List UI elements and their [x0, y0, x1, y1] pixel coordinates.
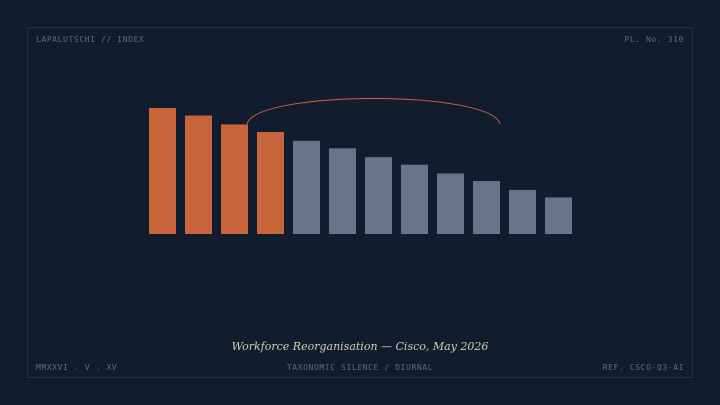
bar-8	[401, 164, 428, 234]
bar-10	[473, 181, 500, 234]
bar-11	[509, 189, 536, 234]
bar-4	[257, 131, 284, 234]
chart-title: Workforce Reorganisation — Cisco, May 20…	[231, 340, 489, 353]
header-left-label: LAPALUTSCHI // INDEX	[36, 35, 145, 44]
annotation-arc	[246, 97, 501, 125]
bar-5	[293, 140, 320, 234]
bar-7	[365, 157, 392, 234]
bar-9	[437, 173, 464, 234]
header-plate-number: PL. No. 310	[624, 35, 684, 44]
bar-6	[329, 148, 356, 234]
bar-2	[185, 115, 212, 234]
footer-date: MMXXVI . V . XV	[36, 363, 118, 372]
bar-1	[149, 108, 176, 234]
footer-reference: REF. CSCO-Q3-AI	[602, 363, 684, 372]
bar-3	[221, 124, 248, 234]
bar-12	[545, 197, 572, 234]
footer-center-label: TAXONOMIC SILENCE / DIURNAL	[286, 363, 434, 372]
plate-frame	[27, 27, 693, 378]
